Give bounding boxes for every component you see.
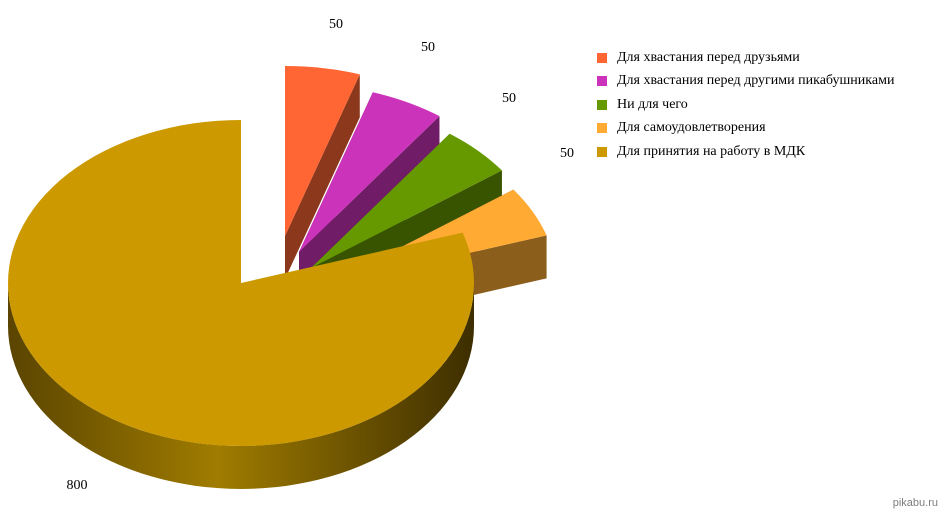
slice-rim-5 xyxy=(8,283,474,489)
slice-value-label-3: 50 xyxy=(502,91,516,106)
legend-item-2: Для хвастания перед другими пикабушникам… xyxy=(597,70,894,94)
slice-value-label-4: 50 xyxy=(560,146,574,161)
watermark: pikabu.ru xyxy=(892,497,938,509)
legend-label-3: Ни для чего xyxy=(617,96,688,112)
legend-item-1: Для хвастания перед друзьями xyxy=(597,46,894,70)
legend-item-4: Для самоудовлетворения xyxy=(597,117,894,141)
slice-side-1 xyxy=(285,74,360,279)
legend-label-4: Для самоудовлетворения xyxy=(617,120,766,136)
legend-swatch-3 xyxy=(597,99,607,110)
slice-side-5 xyxy=(8,283,474,489)
legend-swatch-4 xyxy=(597,123,607,134)
legend-swatch-5 xyxy=(597,146,607,157)
legend-swatch-2 xyxy=(597,76,607,87)
legend-label-5: Для принятия на работу в МДК xyxy=(617,143,806,159)
slice-value-label-2: 50 xyxy=(421,40,435,55)
slice-5 xyxy=(7,120,474,447)
slice-value-label-5: 800 xyxy=(67,478,88,493)
slice-3 xyxy=(311,133,502,268)
slice-1 xyxy=(285,66,360,236)
legend-swatch-1 xyxy=(597,52,607,63)
slice-value-label-1: 50 xyxy=(329,17,343,32)
legend-item-5: Для принятия на работу в МДК xyxy=(597,140,894,164)
legend-label-1: Для хвастания перед друзьями xyxy=(617,49,800,65)
legend-label-2: Для хвастания перед другими пикабушникам… xyxy=(617,73,895,89)
slice-2 xyxy=(299,92,440,252)
slice-cut-face-end-1 xyxy=(285,74,360,279)
legend: Для хвастания перед друзьями Для хвастани… xyxy=(597,46,894,164)
legend-item-3: Ни для чего xyxy=(597,93,894,117)
